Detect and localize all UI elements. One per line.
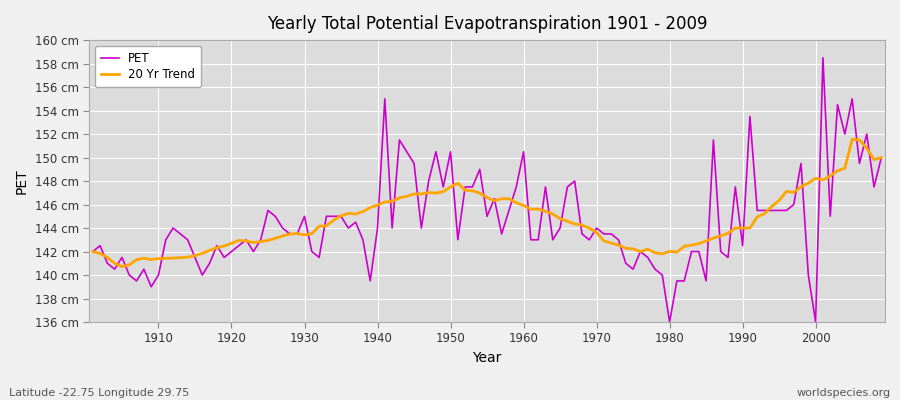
Y-axis label: PET: PET bbox=[15, 168, 29, 194]
Text: Latitude -22.75 Longitude 29.75: Latitude -22.75 Longitude 29.75 bbox=[9, 388, 189, 398]
20 Yr Trend bbox=[314, 224, 325, 229]
PET bbox=[146, 284, 157, 289]
PET bbox=[306, 249, 317, 254]
Legend: PET, 20 Yr Trend: PET, 20 Yr Trend bbox=[95, 46, 201, 87]
20 Yr Trend bbox=[876, 155, 886, 160]
Title: Yearly Total Potential Evapotranspiration 1901 - 2009: Yearly Total Potential Evapotranspiratio… bbox=[266, 15, 707, 33]
PET bbox=[518, 149, 529, 154]
PET bbox=[511, 184, 522, 189]
20 Yr Trend bbox=[117, 264, 128, 269]
20 Yr Trend bbox=[613, 243, 624, 248]
PET bbox=[664, 320, 675, 324]
20 Yr Trend bbox=[153, 256, 164, 261]
20 Yr Trend bbox=[847, 137, 858, 142]
20 Yr Trend bbox=[518, 203, 529, 208]
Text: worldspecies.org: worldspecies.org bbox=[796, 388, 891, 398]
20 Yr Trend bbox=[526, 207, 536, 212]
PET bbox=[606, 232, 616, 236]
PET bbox=[87, 249, 98, 254]
X-axis label: Year: Year bbox=[472, 351, 501, 365]
20 Yr Trend bbox=[87, 249, 98, 254]
PET bbox=[350, 220, 361, 224]
PET bbox=[817, 55, 828, 60]
Line: 20 Yr Trend: 20 Yr Trend bbox=[93, 139, 881, 266]
PET bbox=[876, 155, 886, 160]
Line: PET: PET bbox=[93, 58, 881, 322]
20 Yr Trend bbox=[357, 209, 368, 214]
